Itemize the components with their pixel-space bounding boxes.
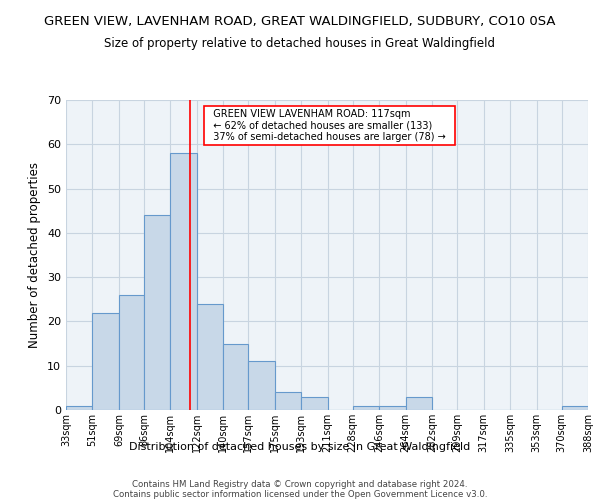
Bar (562, 406, 588, 410)
Bar (275, 392, 301, 410)
Text: GREEN VIEW LAVENHAM ROAD: 117sqm  
  ← 62% of detached houses are smaller (133) : GREEN VIEW LAVENHAM ROAD: 117sqm ← 62% o… (207, 110, 452, 142)
Bar (170, 153, 197, 410)
Text: Size of property relative to detached houses in Great Waldingfield: Size of property relative to detached ho… (104, 38, 496, 51)
Bar (406, 396, 432, 410)
Bar (92, 312, 119, 410)
Text: Contains HM Land Registry data © Crown copyright and database right 2024.
Contai: Contains HM Land Registry data © Crown c… (113, 480, 487, 500)
Text: GREEN VIEW, LAVENHAM ROAD, GREAT WALDINGFIELD, SUDBURY, CO10 0SA: GREEN VIEW, LAVENHAM ROAD, GREAT WALDING… (44, 15, 556, 28)
Bar (197, 304, 223, 410)
Bar (119, 295, 144, 410)
Y-axis label: Number of detached properties: Number of detached properties (28, 162, 41, 348)
Bar (301, 396, 328, 410)
Bar (248, 362, 275, 410)
Bar (379, 406, 406, 410)
Bar (223, 344, 248, 410)
Bar (144, 215, 170, 410)
Bar (66, 406, 92, 410)
Bar (353, 406, 379, 410)
Text: Distribution of detached houses by size in Great Waldingfield: Distribution of detached houses by size … (130, 442, 470, 452)
